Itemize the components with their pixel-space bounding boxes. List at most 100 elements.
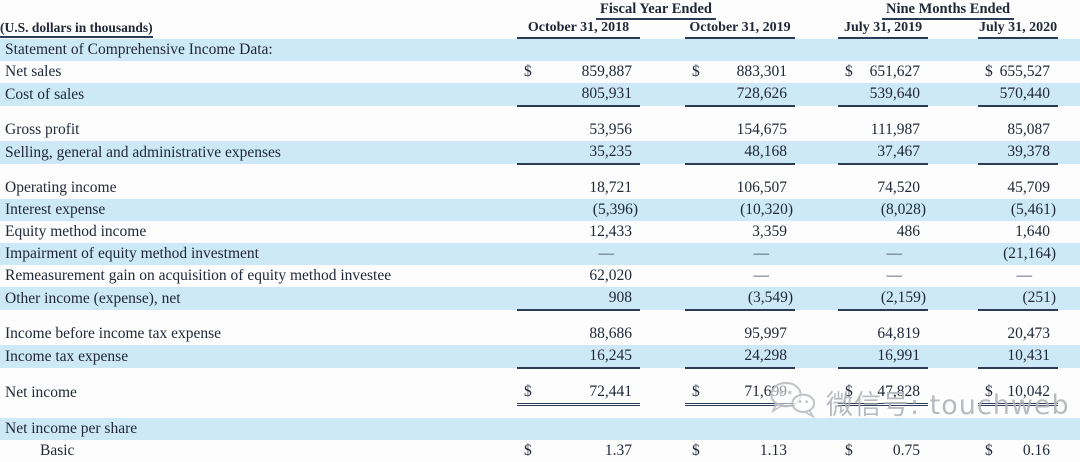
row-label: Basic [40, 442, 75, 459]
cell-value: 74,520 [877, 179, 921, 196]
cell-value: — [517, 243, 640, 265]
row-label: Net income [5, 383, 77, 401]
cell-value: (8,028) [838, 199, 929, 221]
cell-value: 486 [896, 223, 921, 240]
gap-cell [640, 345, 685, 368]
gap-cell [640, 119, 685, 141]
cell-value: 88,686 [589, 325, 632, 342]
table-row: Impairment of equity method investment —… [0, 243, 1080, 265]
gap-cell [795, 119, 838, 141]
gap-cell [1058, 199, 1080, 221]
column-header-jul-2020: July 31, 2020 [978, 18, 1059, 39]
cell-value: 728,626 [685, 83, 796, 107]
cell-value: 62,020 [589, 267, 632, 284]
cell-value: 570,440 [978, 83, 1059, 107]
row-label: Impairment of equity method investment [0, 243, 517, 265]
cell-value: 85,087 [1007, 121, 1051, 138]
cell-value: (5,396) [517, 199, 640, 221]
spacer-row [0, 106, 1080, 119]
cell-value: 16,245 [517, 345, 640, 369]
row-label: Net sales [5, 63, 62, 80]
cell-value: 35,235 [517, 141, 640, 165]
cell-value: 18,721 [589, 179, 632, 196]
gap-cell [795, 0, 838, 18]
gap-cell [928, 83, 979, 106]
gap-cell [928, 323, 978, 345]
gap-cell [928, 199, 979, 221]
cell-value: (2,159) [838, 287, 929, 311]
table-row: Net income $72,441 $71,699 $47,828 $10,0… [0, 381, 1080, 406]
cell-value: — [1016, 267, 1033, 284]
cell-value: $859,887 [524, 63, 632, 80]
row-label: Equity method income [5, 223, 147, 240]
gap-cell [1058, 0, 1080, 18]
gap-cell [1058, 177, 1080, 199]
cell-value: $651,627 [845, 63, 921, 80]
gap-cell [1058, 243, 1080, 265]
gap-cell [928, 381, 978, 405]
table-header-groups: Fiscal Year Ended Nine Months Ended [0, 0, 1080, 20]
gap-cell [1058, 221, 1080, 243]
gap-cell [640, 243, 685, 265]
spacer-row [0, 368, 1080, 381]
cell-value: (21,164) [978, 243, 1059, 265]
cell-value: $883,301 [692, 63, 788, 80]
gap-cell [928, 61, 978, 83]
cell-value: (5,461) [978, 199, 1059, 221]
gap-cell [640, 199, 685, 221]
cell-value: — [838, 243, 929, 265]
section-row: Net income per share [0, 418, 1080, 440]
cell-value: 39,378 [978, 141, 1059, 165]
row-label: Remeasurement gain on acquisition of equ… [5, 267, 392, 284]
gap-cell [1058, 119, 1080, 141]
gap-cell [0, 0, 517, 18]
cell-value: 908 [517, 287, 640, 311]
cell-value: $1.37 [524, 442, 632, 459]
cell-value: 111,987 [870, 121, 921, 138]
gap-cell [1058, 345, 1080, 368]
gap-cell [640, 141, 685, 164]
gap-cell [640, 323, 685, 345]
cell-value: $1.13 [692, 442, 788, 459]
gap-cell [795, 265, 838, 287]
row-label: Gross profit [5, 121, 80, 138]
table-row: Income before income tax expense 88,686 … [0, 323, 1080, 345]
gap-cell [795, 287, 839, 310]
cell-value: 16,991 [838, 345, 929, 369]
table-row: Income tax expense 16,245 24,298 16,991 … [0, 345, 1080, 369]
gap-cell [795, 177, 838, 199]
cell-value: $72,441 [517, 381, 640, 406]
table-row: Gross profit 53,956 154,675 111,987 85,0… [0, 119, 1080, 141]
gap-cell [640, 440, 685, 462]
gap-cell [928, 243, 979, 265]
cell-value: 53,956 [589, 121, 632, 138]
row-label: Interest expense [0, 199, 517, 221]
cell-value: — [753, 267, 770, 284]
cell-value: $0.75 [845, 442, 921, 459]
gap-cell [795, 61, 838, 83]
gap-cell [795, 18, 838, 38]
table-header-dates: (U.S. dollars in thousands) October 31, … [0, 18, 1080, 39]
gap-cell [640, 177, 685, 199]
cell-value: 45,709 [1007, 179, 1051, 196]
spacer-row [0, 404, 1080, 418]
cell-value: $10,042 [978, 381, 1059, 406]
gap-cell [928, 287, 979, 310]
section-title: Statement of Comprehensive Income Data: [0, 38, 1080, 61]
gap-cell [795, 83, 839, 106]
gap-cell [1058, 141, 1080, 164]
cell-value: $0.16 [985, 442, 1051, 459]
cell-value: $655,527 [985, 63, 1051, 80]
section-row: Statement of Comprehensive Income Data: [0, 38, 1080, 61]
cell-value: — [685, 243, 796, 265]
gap-cell [795, 199, 839, 221]
gap-cell [1058, 61, 1080, 83]
gap-cell [795, 345, 839, 368]
cell-value: $71,699 [685, 381, 796, 406]
gap-cell [795, 323, 838, 345]
cell-value: 539,640 [838, 83, 929, 107]
cell-value: 64,819 [877, 325, 921, 342]
cell-value: 106,507 [736, 179, 788, 196]
